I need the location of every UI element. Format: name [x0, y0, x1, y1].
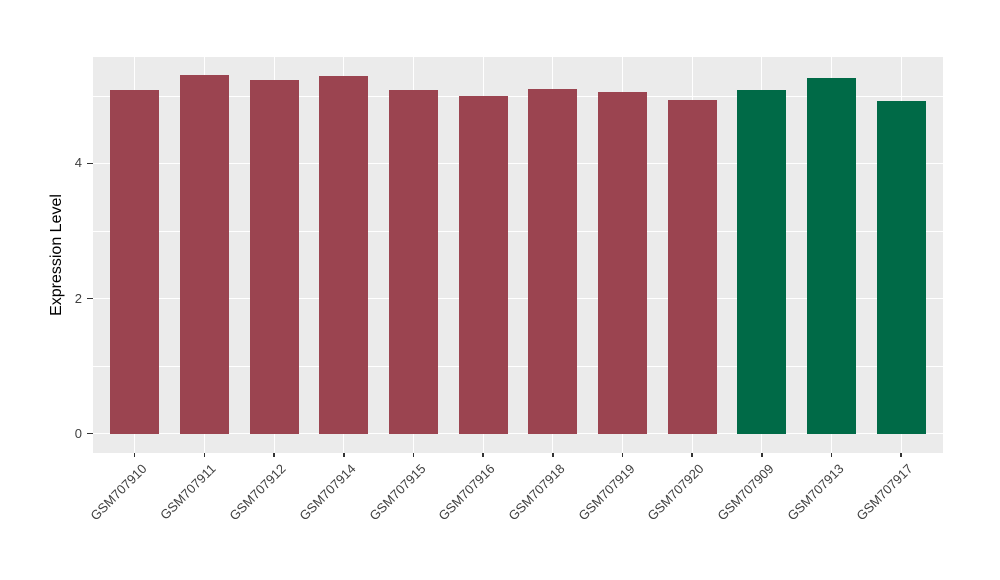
bar-GSM707912: [249, 80, 299, 434]
x-tick-label-GSM707918: GSM707918: [505, 461, 568, 524]
x-tick-mark-GSM707911: [203, 453, 206, 457]
y-tick-label-4: 4: [74, 155, 82, 171]
x-tick-mark-GSM707910: [134, 453, 136, 457]
x-tick-label-GSM707919: GSM707919: [574, 461, 638, 524]
x-tick-mark-GSM707912: [273, 453, 275, 457]
x-tick-label-GSM707911: GSM707911: [157, 461, 220, 523]
minor-gridline-y-1: [93, 365, 943, 367]
x-tick-mark-GSM707913: [830, 453, 833, 457]
bar-GSM707911: [179, 74, 229, 434]
x-tick-mark-GSM707914: [343, 453, 345, 457]
bar-GSM707917: [876, 100, 926, 434]
bar-GSM707920: [667, 99, 717, 434]
x-tick-label-GSM707913: GSM707913: [783, 461, 847, 524]
bar-GSM707918: [528, 89, 578, 434]
bar-GSM707913: [807, 78, 857, 434]
x-tick-label-GSM707917: GSM707917: [853, 461, 916, 524]
x-tick-mark-GSM707909: [761, 453, 763, 457]
x-tick-mark-GSM707920: [691, 453, 693, 457]
x-tick-label-GSM707916: GSM707916: [435, 461, 498, 524]
x-tick-mark-GSM707916: [482, 453, 484, 457]
major-gridline-y-2: [93, 298, 943, 300]
bar-GSM707910: [110, 89, 160, 434]
bar-GSM707915: [388, 89, 438, 434]
y-tick-mark-4: [87, 162, 93, 165]
y-tick-mark-2: [87, 297, 93, 300]
bar-GSM707909: [737, 89, 787, 434]
minor-gridline-y-3: [93, 230, 943, 232]
bar-GSM707914: [319, 76, 369, 434]
plot-panel: [93, 57, 943, 453]
x-tick-label-GSM707915: GSM707915: [365, 461, 429, 524]
x-tick-label-GSM707909: GSM707909: [714, 461, 777, 524]
y-tick-label-0: 0: [74, 425, 82, 441]
x-tick-mark-GSM707919: [621, 453, 624, 457]
y-tick-label-2: 2: [74, 290, 82, 306]
major-gridline-y-4: [93, 162, 943, 164]
x-tick-label-GSM707920: GSM707920: [644, 461, 707, 524]
y-tick-mark-0: [87, 433, 93, 435]
x-tick-mark-GSM707918: [552, 453, 554, 457]
bar-GSM707919: [598, 91, 647, 434]
x-tick-mark-GSM707915: [412, 453, 415, 457]
x-tick-mark-GSM707917: [900, 453, 902, 457]
x-tick-label-GSM707912: GSM707912: [226, 461, 289, 524]
x-tick-label-GSM707910: GSM707910: [87, 461, 150, 524]
bar-GSM707916: [458, 95, 508, 434]
major-gridline-y-0: [93, 433, 943, 435]
x-tick-label-GSM707914: GSM707914: [296, 461, 359, 524]
minor-gridline-y-5: [93, 95, 943, 97]
